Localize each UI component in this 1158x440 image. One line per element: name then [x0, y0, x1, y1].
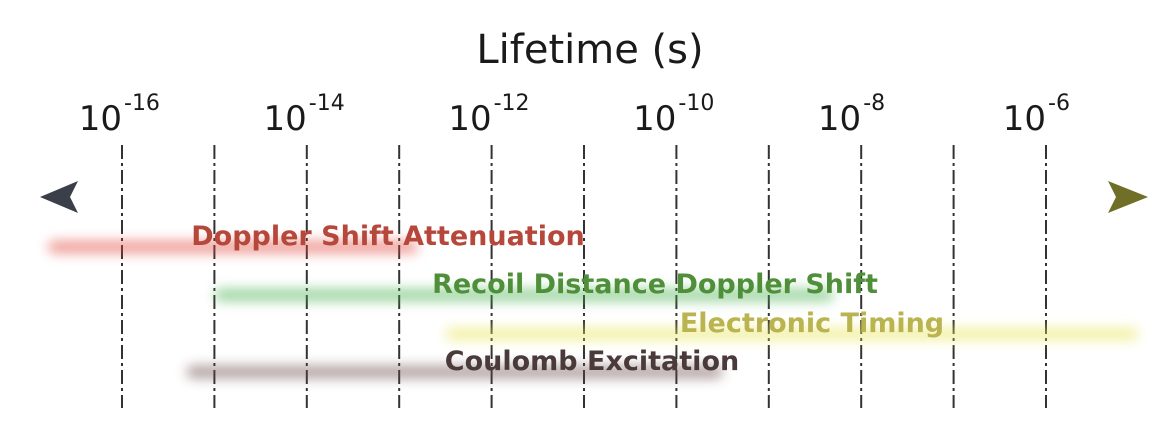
tick-exponent: -10: [678, 91, 714, 116]
tick-label: 10 -8: [818, 91, 885, 139]
technique-range: Electronic Timing: [445, 308, 1139, 340]
tick-label: 10 -16: [79, 91, 160, 139]
tick-label: 10 -10: [633, 91, 714, 139]
tick-base: 10: [448, 99, 491, 139]
tick-exponent: -12: [494, 91, 530, 116]
tick-base: 10: [264, 99, 307, 139]
technique-label: Electronic Timing: [680, 308, 944, 339]
tick-label: 10 -12: [448, 91, 529, 139]
gridlines: [121, 145, 1047, 408]
tick-exponent: -8: [863, 91, 885, 116]
tick-label: 10 -14: [264, 91, 345, 139]
tick-exponent: -14: [309, 91, 345, 116]
axis-arrow-left-icon: [40, 181, 78, 213]
tick-base: 10: [79, 99, 122, 139]
tick-exponent: -6: [1048, 91, 1070, 116]
tick-exponent: -16: [124, 91, 160, 116]
technique-range-bar: [186, 366, 723, 378]
technique-range: Recoil Distance Doppler Shift: [214, 269, 878, 301]
technique-range: Coulomb Excitation: [186, 346, 739, 378]
technique-range-bar: [214, 289, 834, 301]
lifetime-axis: [40, 181, 1148, 213]
technique-label: Coulomb Excitation: [445, 346, 739, 377]
axis-title: Lifetime (s): [476, 27, 703, 73]
axis-arrow-right-icon: [1108, 181, 1148, 213]
tick-label: 10 -6: [1003, 91, 1070, 139]
tick-base: 10: [633, 99, 676, 139]
tick-labels: 10 -16 10 -14 10 -12 10 -10 10 -8 10 -6: [79, 91, 1070, 139]
technique-range-bar: [445, 328, 1139, 340]
technique-label: Doppler Shift Attenuation: [191, 221, 585, 252]
technique-range: Doppler Shift Attenuation: [48, 221, 585, 253]
technique-ranges: Doppler Shift Attenuation Recoil Distance…: [48, 221, 1139, 378]
tick-base: 10: [1003, 99, 1046, 139]
technique-label: Recoil Distance Doppler Shift: [432, 269, 878, 300]
technique-range-bar: [48, 241, 418, 253]
tick-base: 10: [818, 99, 861, 139]
